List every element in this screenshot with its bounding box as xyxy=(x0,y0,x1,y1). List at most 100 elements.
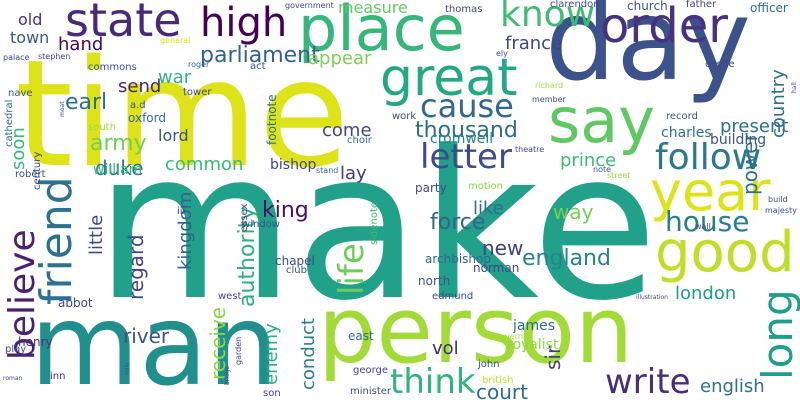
word-iii: iii xyxy=(177,206,186,217)
word-choir: choir xyxy=(347,135,372,146)
word-oxford: oxford xyxy=(128,111,166,125)
word-street: street xyxy=(607,171,631,180)
word-year: year xyxy=(650,160,771,223)
word-sidenote: sidenote xyxy=(369,201,380,245)
word-club: club xyxy=(286,265,307,276)
word-regard: regard xyxy=(124,234,148,300)
word-war: war xyxy=(158,67,192,88)
word-build: build xyxy=(768,195,788,204)
word-come: come xyxy=(322,120,372,141)
word-james: james xyxy=(513,318,556,334)
word-good: good xyxy=(655,220,795,285)
word-letter: letter xyxy=(420,137,512,177)
word-moat: moat xyxy=(59,101,66,117)
word-follow: follow xyxy=(655,137,762,178)
word-say: say xyxy=(548,84,655,157)
word-east: east xyxy=(348,329,374,343)
word-john: john xyxy=(478,359,500,370)
word-government: government xyxy=(285,1,334,10)
word-stand: stand xyxy=(316,166,339,175)
word-kingdom: kingdom xyxy=(175,191,196,270)
word-note: note xyxy=(593,165,612,174)
word-nave: nave xyxy=(8,88,33,99)
word-think: think xyxy=(390,362,476,400)
word-charles: charles xyxy=(661,125,712,141)
word-tavern: tavern xyxy=(497,332,523,341)
word-theatre: theatre xyxy=(515,145,545,154)
word-prince: prince xyxy=(560,150,617,171)
word-minister: minister xyxy=(350,386,392,397)
word-west: west xyxy=(218,291,242,302)
word-majesty: majesty xyxy=(765,206,797,215)
word-send: send xyxy=(118,76,162,97)
word-son: son xyxy=(263,388,281,399)
word-day: day xyxy=(545,0,752,106)
word-robert: robert xyxy=(15,169,46,180)
word-officer: officer xyxy=(750,1,788,15)
word-lord: lord xyxy=(158,126,189,145)
word-william: william xyxy=(93,162,143,178)
word-like: like xyxy=(473,198,504,219)
word-act: act xyxy=(250,61,266,72)
word-general: general xyxy=(160,36,191,45)
word-essex: essex xyxy=(239,203,250,232)
word-member: member xyxy=(532,95,566,104)
word-ely: ely xyxy=(496,49,508,58)
word-abbot: abbot xyxy=(58,296,93,310)
word-british: british xyxy=(482,375,514,386)
word-cathedral: cathedral xyxy=(4,99,15,147)
word-play: play xyxy=(5,344,27,355)
word-father: father xyxy=(686,0,717,10)
word-country: country xyxy=(768,69,789,138)
word-long: long xyxy=(753,289,800,380)
word-common: common xyxy=(165,154,244,175)
word-royalist: royalist xyxy=(507,337,559,353)
word-cause: cause xyxy=(420,87,514,125)
word-know: know xyxy=(500,0,596,35)
word-century: century xyxy=(32,151,43,190)
word-tower: tower xyxy=(183,87,212,98)
word-window: window xyxy=(242,219,280,230)
word-party: party xyxy=(415,181,447,195)
word-hand: hand xyxy=(58,34,104,55)
word-castle: castle xyxy=(705,59,735,70)
word-measure: measure xyxy=(338,0,408,17)
word-hall: hall xyxy=(791,82,798,93)
word-new: new xyxy=(482,236,524,260)
word-inn: inn xyxy=(50,371,66,382)
word-court: court xyxy=(476,380,528,400)
word-man: man xyxy=(30,281,279,400)
word-archbishop: archbishop xyxy=(425,252,491,266)
word-work: work xyxy=(392,111,417,122)
word-cromwell: cromwell xyxy=(430,131,494,147)
word-ad: a.d xyxy=(130,100,146,111)
word-write: write xyxy=(605,362,691,400)
word-record: record xyxy=(666,111,698,122)
word-town: town xyxy=(10,28,50,47)
word-footnote: footnote xyxy=(265,94,279,145)
word-bridge: bridge xyxy=(224,365,231,385)
word-chapel: chapel xyxy=(275,254,315,268)
word-commons: commons xyxy=(88,62,137,73)
word-england: england xyxy=(522,246,611,271)
word-church: church xyxy=(627,0,668,13)
word-henry: henry xyxy=(18,335,53,349)
word-present: present xyxy=(720,116,789,137)
word-roman: roman xyxy=(3,375,23,382)
word-conduct: conduct xyxy=(298,317,319,390)
word-force: force xyxy=(430,210,486,235)
word-person: person xyxy=(318,277,634,384)
word-earl: earl xyxy=(65,90,108,115)
word-place: place xyxy=(298,0,465,65)
word-make: make xyxy=(95,108,658,346)
word-king: king xyxy=(262,198,309,223)
word-richard: richard xyxy=(535,81,564,90)
word-mile: mile xyxy=(124,362,131,375)
word-south: south xyxy=(88,122,116,133)
word-edmund: edmund xyxy=(432,291,474,302)
word-time: time xyxy=(15,28,350,200)
word-north: north xyxy=(418,274,451,288)
word-garden: garden xyxy=(234,336,243,365)
word-stephen: stephen xyxy=(38,52,71,61)
word-norman: norman xyxy=(473,261,520,275)
